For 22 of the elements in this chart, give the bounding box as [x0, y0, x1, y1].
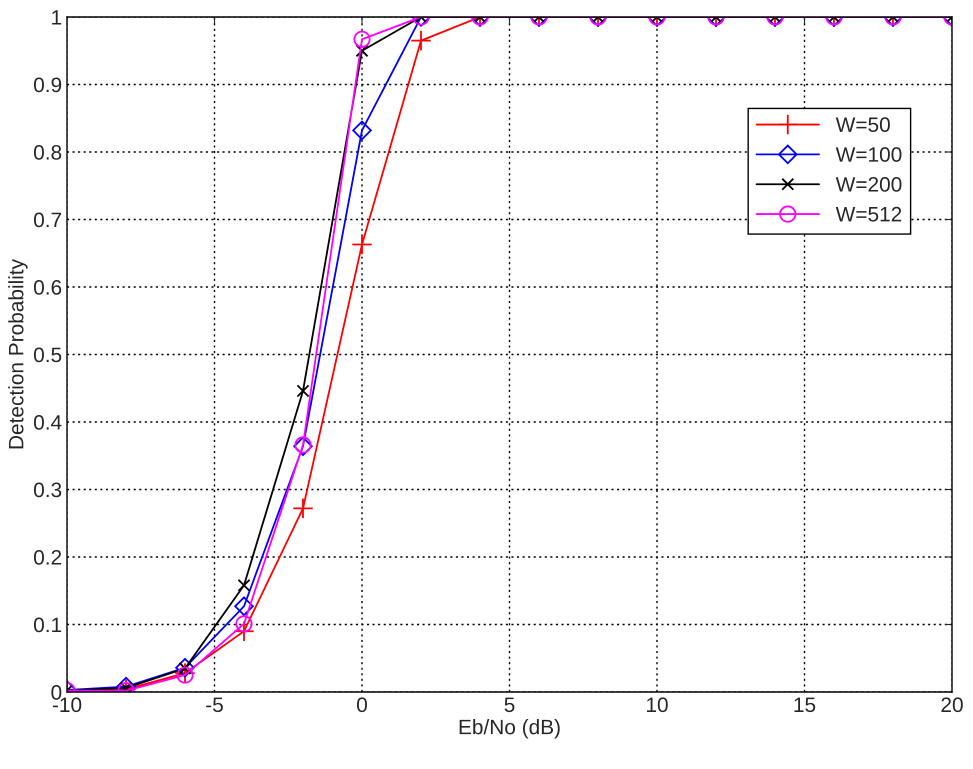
y-tick-label: 1	[52, 10, 62, 25]
x-tick-label: 5	[504, 698, 514, 712]
y-tick-label: 0.3	[34, 482, 62, 498]
x-tick-label: 10	[647, 697, 668, 712]
legend-label: W=100	[836, 147, 902, 162]
x-axis-title: Eb/No (dB)	[460, 719, 560, 738]
x-tick-label: 20	[941, 697, 963, 712]
y-tick-label: 0.2	[34, 550, 62, 565]
legend-label: W=512	[836, 206, 902, 222]
y-tick-label: 0.7	[34, 212, 62, 228]
x-tick-label: 15	[794, 698, 816, 712]
x-tick-label: -5	[206, 698, 223, 712]
y-tick-label: 0.5	[34, 348, 62, 362]
y-tick-label: 0.1	[34, 618, 62, 632]
x-tick-label: 0	[357, 697, 367, 712]
legend-label: W=50	[836, 117, 890, 132]
legend-label: W=200	[836, 176, 902, 192]
y-tick-label: 0.9	[34, 78, 62, 92]
y-tick-label: 0.6	[34, 280, 62, 295]
y-tick-label: 0.8	[34, 145, 62, 160]
y-axis-title: Detection Probability	[8, 259, 28, 448]
y-tick-label: 0.4	[34, 415, 62, 430]
